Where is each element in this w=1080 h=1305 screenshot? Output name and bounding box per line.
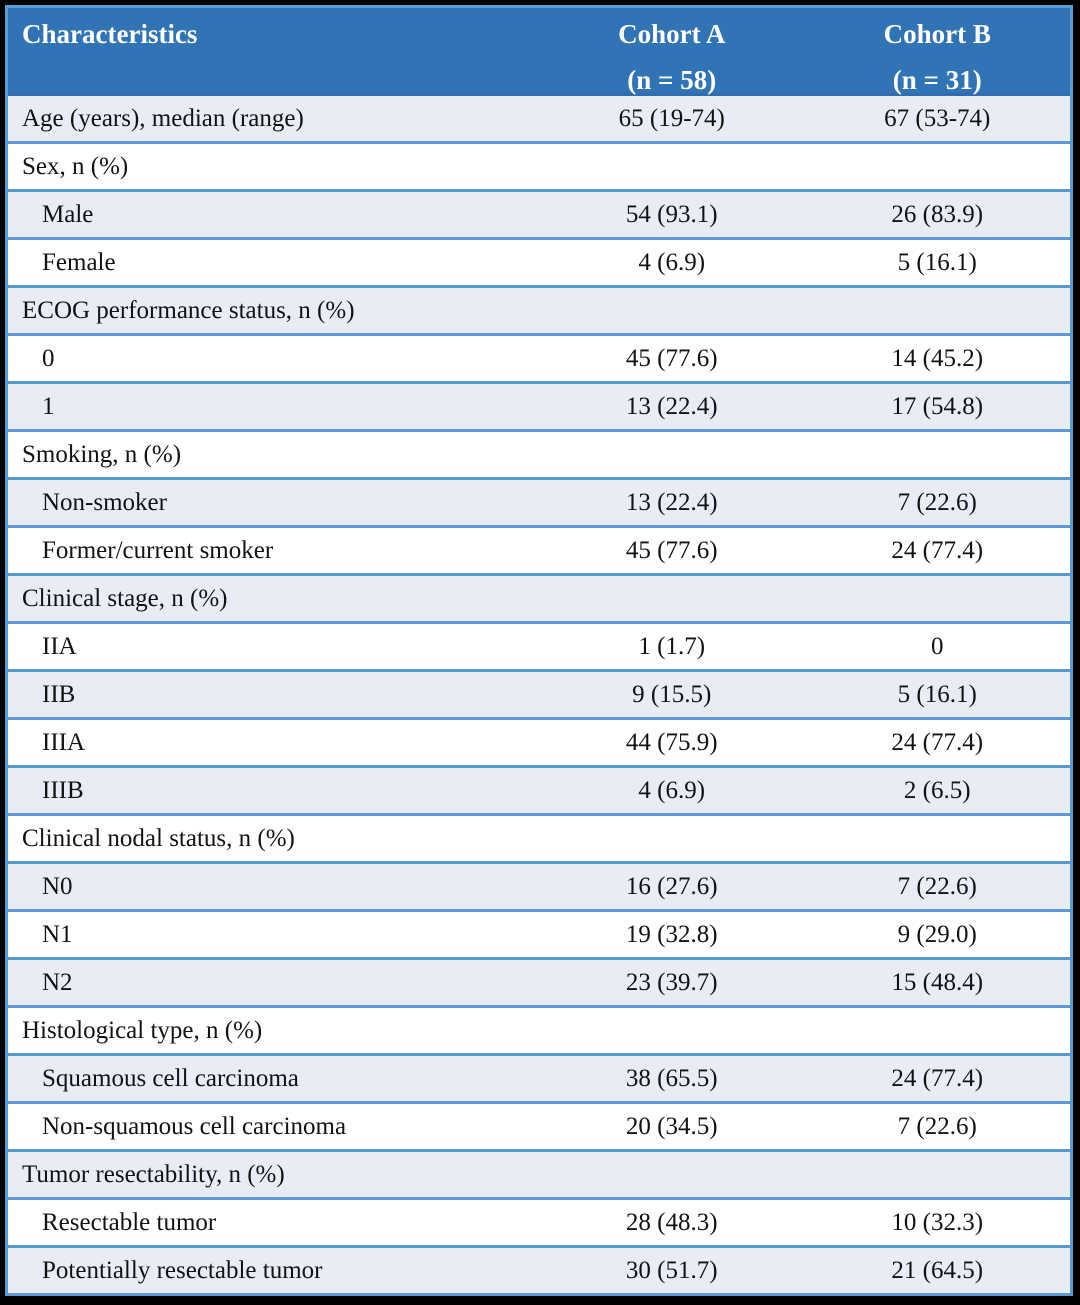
cohort-b-value: 0 <box>931 632 944 660</box>
cohort-b-value: 24 (77.4) <box>891 536 984 564</box>
cohort-b-value: 7 (22.6) <box>897 488 977 516</box>
table-row: IIB 9 (15.5) 5 (16.1) <box>8 669 1070 717</box>
table-row: 1 13 (22.4) 17 (54.8) <box>8 381 1070 429</box>
cohort-b-value: 2 (6.5) <box>903 776 971 804</box>
table-row: Female 4 (6.9) 5 (16.1) <box>8 237 1070 285</box>
row-label: Age (years), median (range) <box>22 104 304 132</box>
table-row: Resectable tumor 28 (48.3) 10 (32.3) <box>8 1197 1070 1245</box>
cohort-a-value: 16 (27.6) <box>625 872 718 900</box>
row-label: Clinical stage, n (%) <box>22 584 228 612</box>
cohort-a-value: 54 (93.1) <box>625 200 718 228</box>
table-row: Potentially resectable tumor 30 (51.7) 2… <box>8 1245 1070 1293</box>
cohort-a-n: (n = 58) <box>627 64 717 95</box>
table-row: IIA 1 (1.7) 0 <box>8 621 1070 669</box>
row-label: 0 <box>42 344 55 372</box>
table-row: IIIB 4 (6.9) 2 (6.5) <box>8 765 1070 813</box>
baseline-characteristics-table: Characteristics Cohort A (n = 58) Cohort… <box>5 5 1073 1296</box>
cohort-b-value: 24 (77.4) <box>891 1064 984 1092</box>
table-row: N1 19 (32.8) 9 (29.0) <box>8 909 1070 957</box>
cohort-b-value: 24 (77.4) <box>891 728 984 756</box>
table-row: ECOG performance status, n (%) <box>8 285 1070 333</box>
cohort-b-value: 15 (48.4) <box>891 968 984 996</box>
cohort-b-n: (n = 31) <box>892 64 982 95</box>
cohort-a-value: 65 (19-74) <box>618 104 725 132</box>
cohort-a-value: 45 (77.6) <box>625 536 718 564</box>
header-cell-cohort-a: Cohort A (n = 58) <box>539 8 805 95</box>
row-label: Non-smoker <box>42 488 167 516</box>
cohort-a-value: 19 (32.8) <box>625 920 718 948</box>
table-row: N2 23 (39.7) 15 (48.4) <box>8 957 1070 1005</box>
row-label: N1 <box>42 920 73 948</box>
table-row: Clinical stage, n (%) <box>8 573 1070 621</box>
cohort-a-value: 23 (39.7) <box>625 968 718 996</box>
cohort-b-value: 5 (16.1) <box>897 680 977 708</box>
row-label: Potentially resectable tumor <box>42 1256 323 1284</box>
table-row: Clinical nodal status, n (%) <box>8 813 1070 861</box>
row-label: N2 <box>42 968 73 996</box>
row-label: IIIA <box>42 728 86 756</box>
row-label: Clinical nodal status, n (%) <box>22 824 295 852</box>
table-row: Non-squamous cell carcinoma 20 (34.5) 7 … <box>8 1101 1070 1149</box>
cohort-b-value: 9 (29.0) <box>897 920 977 948</box>
row-label: Former/current smoker <box>42 536 274 564</box>
row-label: Resectable tumor <box>42 1208 217 1236</box>
table-row: Tumor resectability, n (%) <box>8 1149 1070 1197</box>
row-label: IIA <box>42 632 77 660</box>
table-body: Age (years), median (range) 65 (19-74) 6… <box>8 96 1070 1293</box>
header-cell-characteristics: Characteristics <box>8 8 539 95</box>
row-label: Histological type, n (%) <box>22 1016 263 1044</box>
row-label: Squamous cell carcinoma <box>42 1064 299 1092</box>
cohort-b-value: 10 (32.3) <box>891 1208 984 1236</box>
table-row: Male 54 (93.1) 26 (83.9) <box>8 189 1070 237</box>
table-row: Histological type, n (%) <box>8 1005 1070 1053</box>
row-label: ECOG performance status, n (%) <box>22 296 355 324</box>
cohort-a-value: 13 (22.4) <box>625 392 718 420</box>
table-row: Non-smoker 13 (22.4) 7 (22.6) <box>8 477 1070 525</box>
table-row: Smoking, n (%) <box>8 429 1070 477</box>
table-header-row: Characteristics Cohort A (n = 58) Cohort… <box>8 8 1070 96</box>
table-row: 0 45 (77.6) 14 (45.2) <box>8 333 1070 381</box>
row-label: 1 <box>42 392 55 420</box>
row-label: Non-squamous cell carcinoma <box>42 1112 347 1140</box>
table-row: N0 16 (27.6) 7 (22.6) <box>8 861 1070 909</box>
table-row: Age (years), median (range) 65 (19-74) 6… <box>8 96 1070 141</box>
table-row: IIIA 44 (75.9) 24 (77.4) <box>8 717 1070 765</box>
cohort-b-value: 7 (22.6) <box>897 872 977 900</box>
header-characteristics-label: Characteristics <box>22 19 198 49</box>
row-label: IIIB <box>42 776 84 804</box>
row-label: Tumor resectability, n (%) <box>22 1160 285 1188</box>
cohort-b-value: 17 (54.8) <box>891 392 984 420</box>
row-label: Female <box>42 248 116 276</box>
cohort-b-value: 21 (64.5) <box>891 1256 984 1284</box>
row-label: Male <box>42 200 94 228</box>
table-row: Former/current smoker 45 (77.6) 24 (77.4… <box>8 525 1070 573</box>
cohort-a-value: 13 (22.4) <box>625 488 718 516</box>
row-label: Sex, n (%) <box>22 152 129 180</box>
cohort-b-title: Cohort B <box>883 19 991 49</box>
cohort-a-value: 4 (6.9) <box>638 248 706 276</box>
cohort-a-value: 44 (75.9) <box>625 728 718 756</box>
cohort-b-value: 7 (22.6) <box>897 1112 977 1140</box>
table-row: Sex, n (%) <box>8 141 1070 189</box>
cohort-a-title: Cohort A <box>618 19 726 49</box>
cohort-a-value: 30 (51.7) <box>625 1256 718 1284</box>
header-cell-cohort-b: Cohort B (n = 31) <box>805 8 1071 95</box>
cohort-a-value: 9 (15.5) <box>632 680 712 708</box>
cohort-b-value: 67 (53-74) <box>884 104 991 132</box>
cohort-b-value: 26 (83.9) <box>891 200 984 228</box>
cohort-a-value: 4 (6.9) <box>638 776 706 804</box>
row-label: N0 <box>42 872 73 900</box>
cohort-a-value: 45 (77.6) <box>625 344 718 372</box>
cohort-a-value: 1 (1.7) <box>638 632 706 660</box>
cohort-a-value: 20 (34.5) <box>625 1112 718 1140</box>
row-label: Smoking, n (%) <box>22 440 182 468</box>
cohort-a-value: 28 (48.3) <box>625 1208 718 1236</box>
row-label: IIB <box>42 680 76 708</box>
cohort-a-value: 38 (65.5) <box>625 1064 718 1092</box>
cohort-b-value: 5 (16.1) <box>897 248 977 276</box>
table-row: Squamous cell carcinoma 38 (65.5) 24 (77… <box>8 1053 1070 1101</box>
cohort-b-value: 14 (45.2) <box>891 344 984 372</box>
